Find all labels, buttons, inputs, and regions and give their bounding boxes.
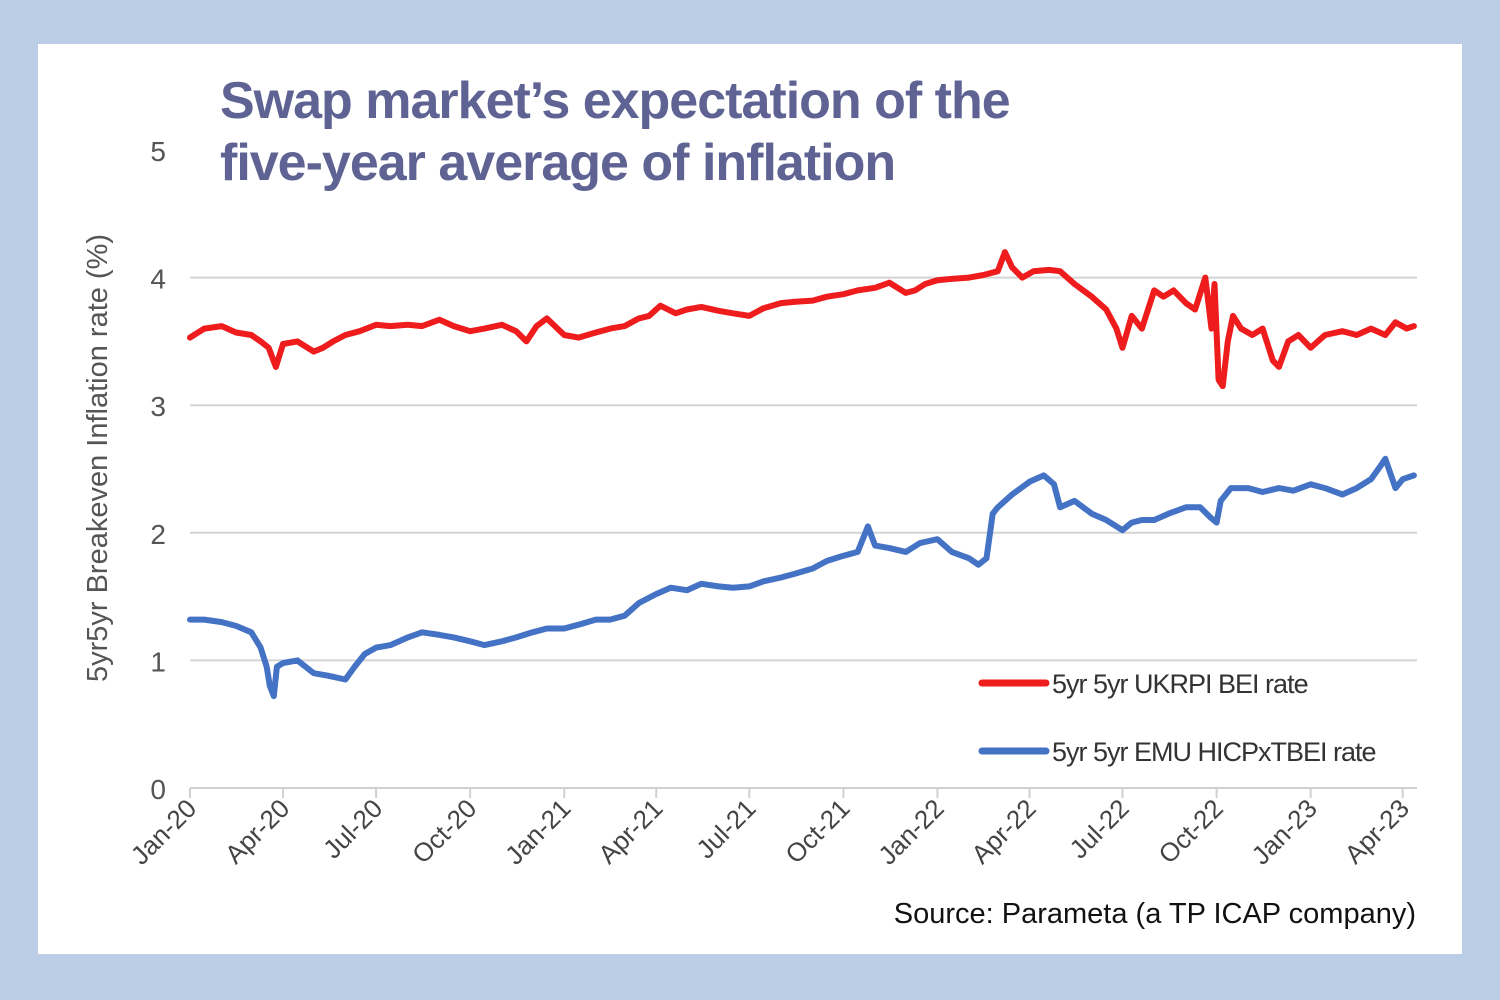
legend-label: 5yr 5yr UKRPI BEI rate (1052, 669, 1308, 699)
x-tick-label: Jan-21 (499, 793, 576, 870)
y-axis-label: 5yr5yr Breakeven Inflation rate (%) (82, 234, 114, 682)
x-tick-label: Apr-21 (592, 793, 668, 869)
series-line-emu (187, 455, 1417, 700)
y-tick-label: 1 (150, 646, 166, 677)
series-line-ukrpi (187, 249, 1417, 390)
y-tick-label: 3 (150, 391, 166, 422)
x-tick-label: Jul-21 (690, 793, 761, 864)
y-tick-label: 0 (150, 774, 166, 805)
x-tick-label: Jul-22 (1063, 793, 1134, 864)
y-tick-label: 5 (150, 136, 166, 167)
chart-title-line-2: five-year average of inflation (220, 134, 896, 192)
source-note: Source: Parameta (a TP ICAP company) (893, 898, 1416, 930)
y-tick-label: 4 (150, 264, 166, 295)
chart-title-line-1: Swap market’s expectation of the (220, 72, 1011, 130)
x-tick-label: Oct-20 (406, 793, 482, 869)
x-tick-label: Jul-20 (317, 793, 388, 864)
x-tick-label: Apr-20 (219, 793, 295, 869)
x-tick-label: Jan-23 (1245, 793, 1322, 870)
y-tick-label: 2 (150, 519, 166, 550)
x-tick-label: Apr-23 (1339, 793, 1415, 869)
x-tick-label: Apr-22 (965, 793, 1041, 869)
legend-label: 5yr 5yr EMU HICPxTBEI rate (1052, 737, 1376, 767)
x-tick-label: Oct-22 (1152, 793, 1228, 869)
x-tick-label: Jan-22 (872, 793, 949, 870)
chart-title: Swap market’s expectation of the five-ye… (220, 70, 1011, 194)
x-tick-label: Oct-21 (779, 793, 855, 869)
